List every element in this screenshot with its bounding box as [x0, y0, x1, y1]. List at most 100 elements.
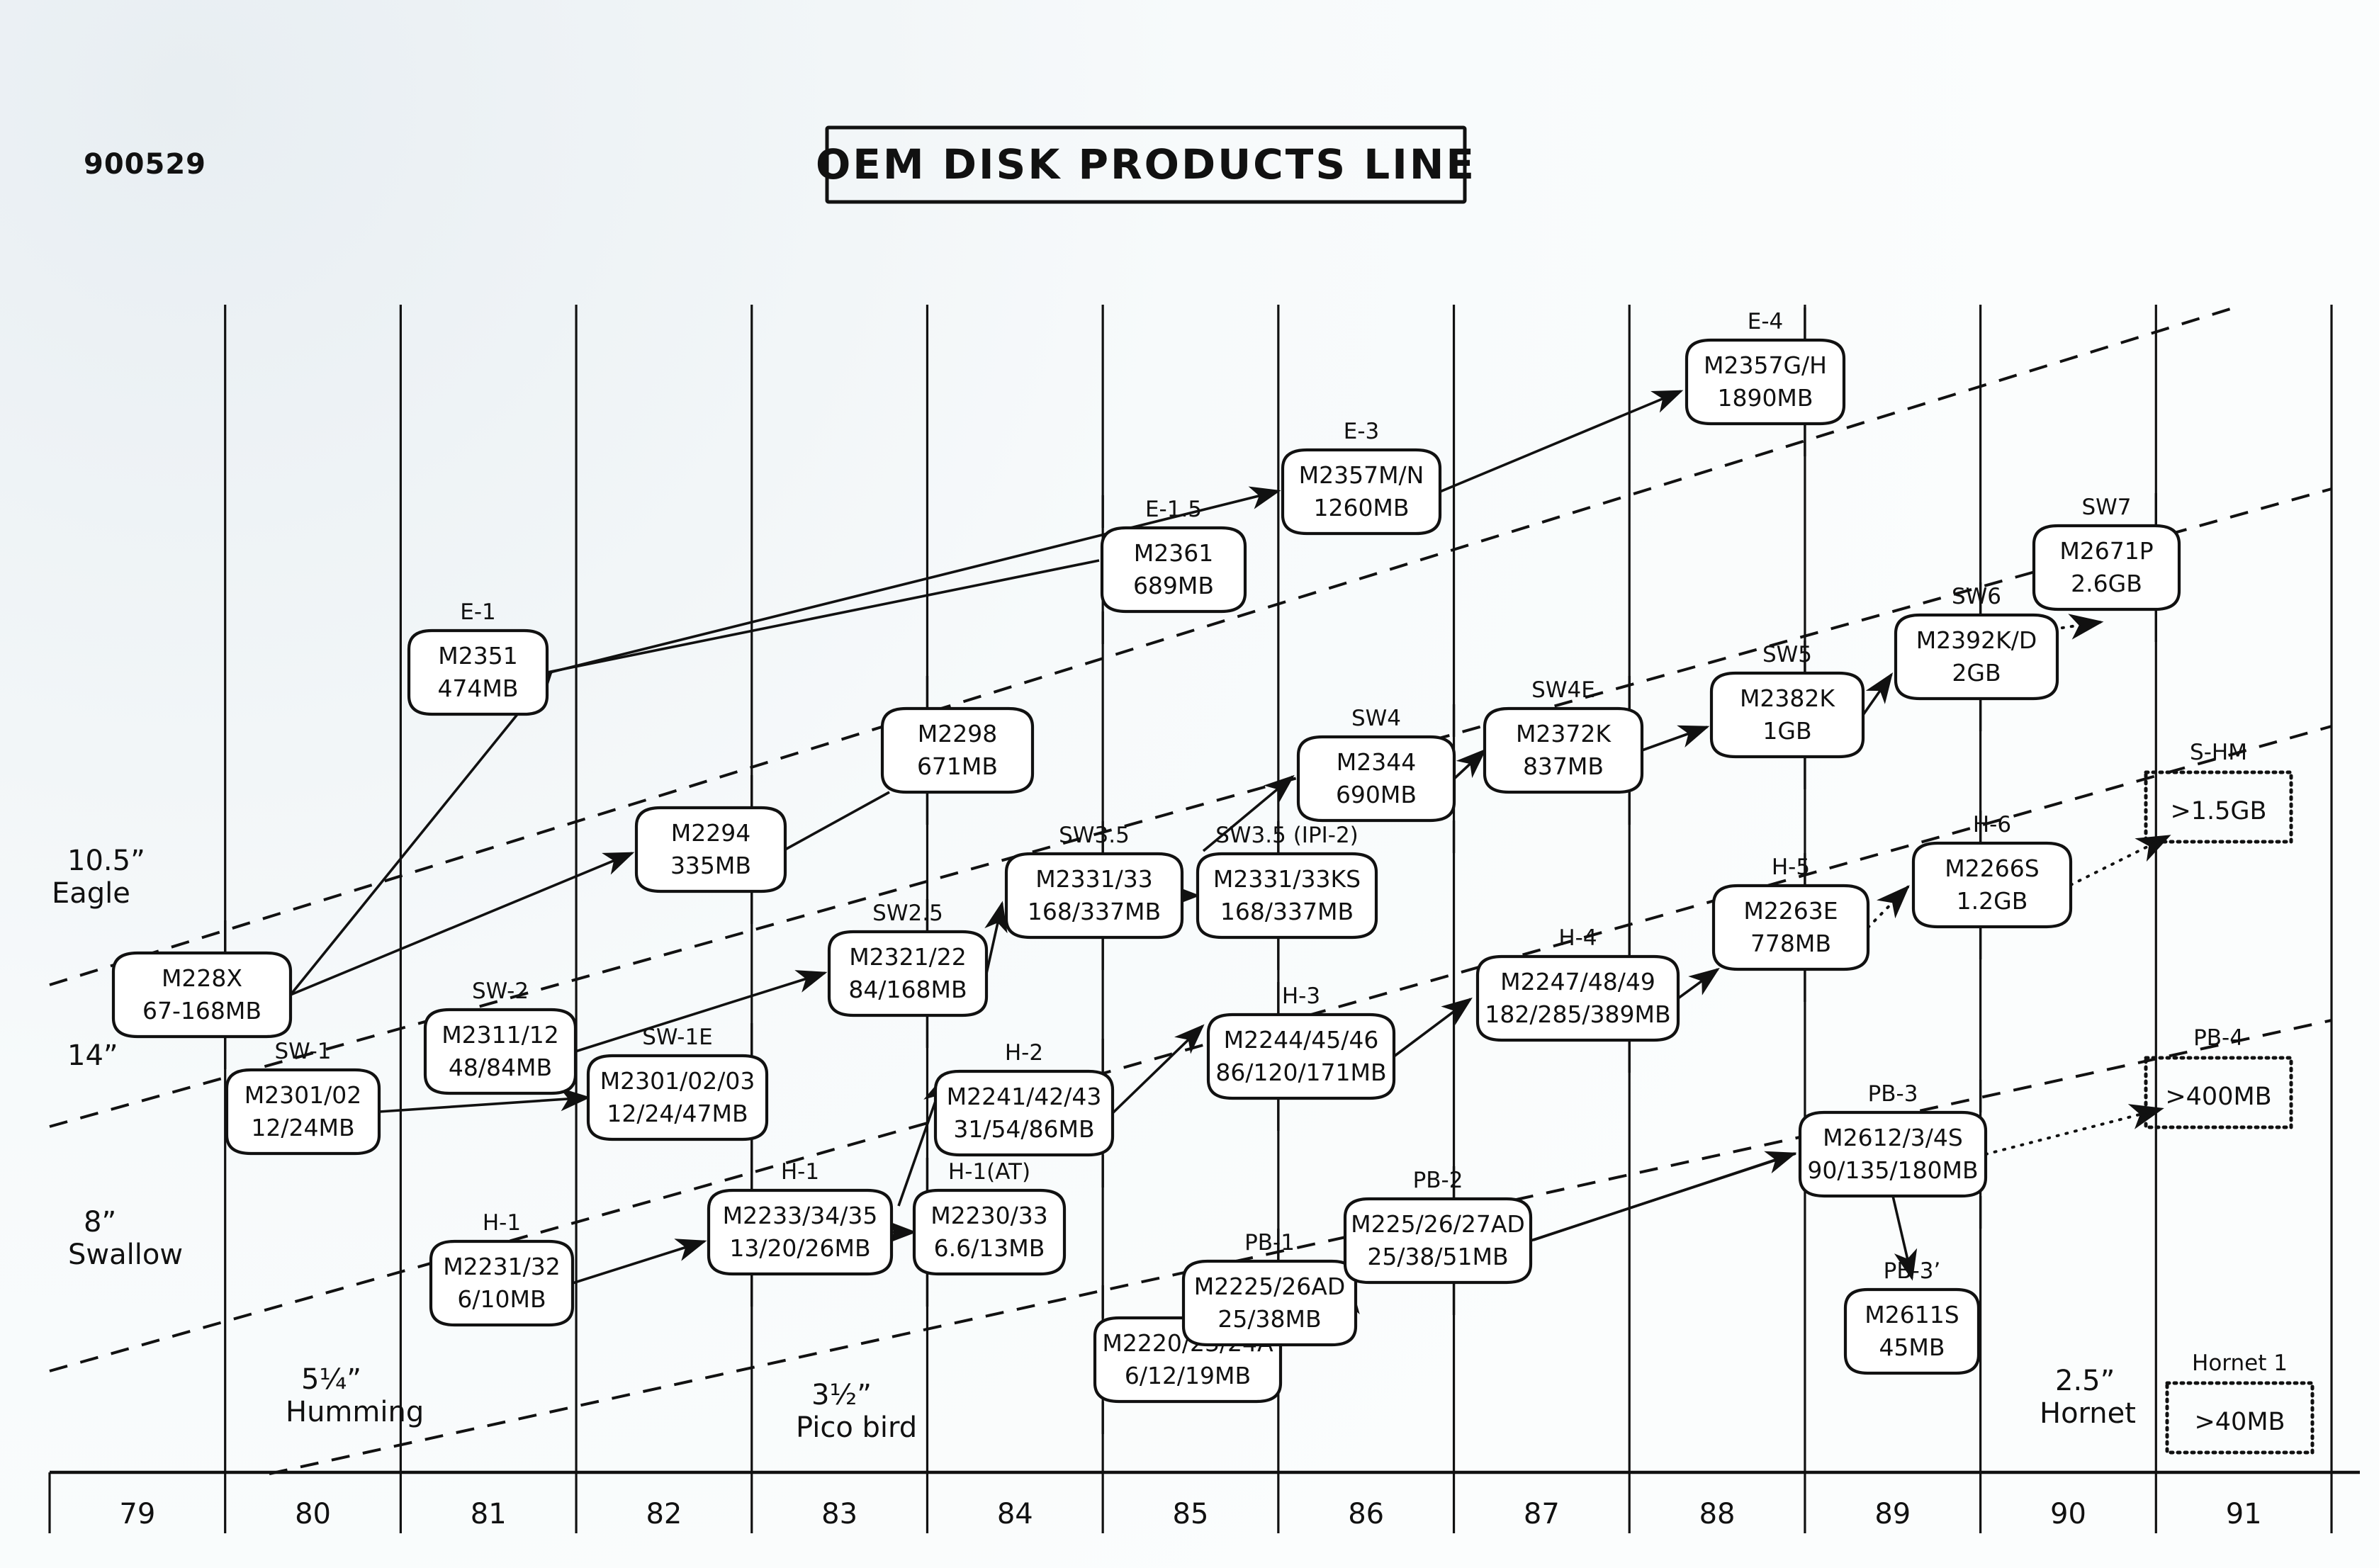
- product-node[interactable]: SW5M2382K1GB: [1711, 642, 1863, 757]
- evolution-line: [785, 792, 889, 850]
- node-series-label: SW-1: [275, 1039, 332, 1064]
- node-model: M2372K: [1516, 720, 1612, 748]
- product-node[interactable]: H-2M2241/42/4331/54/86MB: [935, 1040, 1113, 1155]
- node-series-label: PB-3: [1868, 1081, 1918, 1107]
- node-capacity: 12/24MB: [251, 1114, 354, 1141]
- family-label-picobird: 3½”Pico bird: [796, 1379, 917, 1444]
- node-capacity: 689MB: [1133, 572, 1214, 599]
- product-node[interactable]: M2298 671MB: [882, 709, 1033, 792]
- year-label-91: 91: [2226, 1498, 2262, 1530]
- node-model: M2294: [671, 819, 750, 847]
- product-node[interactable]: H-1(AT)M2230/336.6/13MB: [914, 1159, 1064, 1274]
- family-name: Swallow: [68, 1239, 183, 1271]
- family-size: 2.5”: [2055, 1365, 2115, 1397]
- year-label-83: 83: [821, 1498, 857, 1530]
- node-capacity: 182/285/389MB: [1485, 1000, 1670, 1028]
- product-node[interactable]: M2294 335MB: [636, 808, 785, 891]
- node-capacity: 335MB: [670, 852, 751, 879]
- product-node[interactable]: SW3.5M2331/33168/337MB: [1006, 823, 1182, 937]
- product-node[interactable]: PB-1 M2225/26AD 25/38MB: [1183, 1230, 1356, 1345]
- product-node[interactable]: H-6M2266S1.2GB: [1913, 812, 2071, 927]
- node-capacity: 168/337MB: [1220, 898, 1354, 925]
- node-capacity: 6/10MB: [457, 1285, 546, 1313]
- product-node[interactable]: E-1.5M2361689MB: [1102, 497, 1245, 611]
- product-node[interactable]: SW-2M2311/1248/84MB: [425, 978, 575, 1093]
- product-node[interactable]: SW7M2671P2.6GB: [2034, 495, 2179, 609]
- year-label-81: 81: [471, 1498, 507, 1530]
- product-node[interactable]: M228X67-168MB: [113, 953, 291, 1037]
- product-node[interactable]: SW2.5M2321/2284/168MB: [829, 901, 986, 1015]
- evolution-arrow: [1454, 750, 1485, 779]
- product-node[interactable]: SW4E M2372K 837MB: [1485, 677, 1642, 792]
- node-capacity: 690MB: [1336, 781, 1417, 808]
- node-capacity: 1260MB: [1313, 494, 1409, 521]
- product-node[interactable]: H-1M2231/326/10MB: [431, 1210, 573, 1325]
- product-node[interactable]: E-4M2357G/H1890MB: [1687, 309, 1844, 424]
- product-node[interactable]: SW3.5 (IPI-2)M2331/33KS168/337MB: [1198, 823, 1376, 937]
- node-capacity: 13/20/26MB: [729, 1234, 870, 1262]
- node-capacity: 1.2GB: [1957, 887, 2028, 915]
- evolution-arrow: [986, 903, 1002, 974]
- year-label-90: 90: [2050, 1498, 2086, 1530]
- node-capacity: 12/24/47MB: [607, 1100, 748, 1127]
- product-node[interactable]: H-3M2244/45/4686/120/171MB: [1208, 983, 1394, 1098]
- node-capacity: 25/38MB: [1217, 1305, 1321, 1333]
- year-label-82: 82: [646, 1498, 682, 1530]
- node-model: M2382K: [1740, 684, 1835, 712]
- node-series-label: SW5: [1762, 642, 1812, 667]
- year-label-89: 89: [1874, 1498, 1911, 1530]
- future-arrow: [1986, 1109, 2161, 1154]
- node-series-label: H-1: [781, 1159, 819, 1185]
- node-model: M2311/12: [442, 1021, 559, 1049]
- node-model: M2298: [918, 720, 997, 748]
- node-capacity: 2.6GB: [2071, 570, 2142, 597]
- node-capacity: 778MB: [1750, 930, 1831, 957]
- future-node[interactable]: S-HM>1.5GB: [2146, 740, 2291, 842]
- node-series-label: PB-1: [1244, 1230, 1295, 1256]
- node-model: M2331/33: [1035, 865, 1153, 893]
- product-node[interactable]: SW-1M2301/0212/24MB: [227, 1039, 379, 1154]
- product-node[interactable]: E-1M2351474MB: [409, 599, 547, 714]
- node-model: M2263E: [1743, 897, 1838, 925]
- node-capacity: 90/135/180MB: [1807, 1156, 1978, 1184]
- product-node[interactable]: SW6M2392K/D2GB: [1896, 584, 2057, 699]
- product-nodes: M228X67-168MBSW-1M2301/0212/24MB H-1M2231…: [113, 309, 2179, 1401]
- node-capacity: 31/54/86MB: [953, 1115, 1094, 1143]
- node-series-label: H-1: [483, 1210, 521, 1236]
- node-series-label: H-2: [1005, 1040, 1043, 1066]
- evolution-arrow: [1642, 727, 1707, 750]
- product-node[interactable]: SW4M2344690MB: [1298, 706, 1454, 820]
- product-node[interactable]: PB-2M225/26/27AD25/38/51MB: [1345, 1168, 1531, 1282]
- node-capacity: 671MB: [917, 752, 998, 780]
- future-node-label: PB-4: [2193, 1025, 2244, 1051]
- product-node[interactable]: H-5 M2263E 778MB: [1714, 854, 1868, 969]
- year-label-85: 85: [1173, 1498, 1209, 1530]
- product-node[interactable]: PB-3M2612/3/4S90/135/180MB: [1800, 1081, 1986, 1196]
- node-series-label: SW6: [1952, 584, 2001, 609]
- node-capacity: 84/168MB: [848, 976, 967, 1003]
- evolution-arrow: [573, 1241, 704, 1283]
- roadmap-diagram: 900529 OEM DISK PRODUCTS LINE M228X67-16…: [0, 0, 2379, 1568]
- product-node[interactable]: H-4M2247/48/49182/285/389MB: [1478, 925, 1678, 1040]
- year-label-80: 80: [295, 1498, 331, 1530]
- future-node[interactable]: Hornet 1>40MB: [2167, 1350, 2312, 1453]
- node-series-label: SW2.5: [872, 901, 943, 926]
- product-node[interactable]: E-3M2357M/N1260MB: [1283, 419, 1440, 534]
- node-model: M2230/33: [930, 1202, 1048, 1229]
- family-size: 14”: [67, 1039, 118, 1072]
- node-capacity: 837MB: [1523, 752, 1604, 780]
- node-model: M2233/34/35: [723, 1202, 878, 1229]
- node-series-label: H-4: [1558, 925, 1597, 951]
- future-node[interactable]: PB-4>400MB: [2146, 1025, 2291, 1127]
- evolution-arrow: [1863, 675, 1891, 715]
- node-series-label: E-1: [460, 599, 496, 625]
- product-node[interactable]: SW-1EM2301/02/0312/24/47MB: [588, 1025, 767, 1139]
- page-title: OEM DISK PRODUCTS LINE: [816, 140, 1476, 188]
- node-model: M2225/26AD: [1194, 1273, 1346, 1300]
- evolution-arrow: [291, 853, 632, 995]
- node-series-label: SW4E: [1531, 677, 1595, 703]
- node-series-label: SW-2: [472, 978, 529, 1004]
- product-node[interactable]: PB-3’M2611S45MB: [1845, 1258, 1979, 1373]
- evolution-arrow: [1394, 999, 1470, 1056]
- node-series-label: H-5: [1772, 854, 1810, 880]
